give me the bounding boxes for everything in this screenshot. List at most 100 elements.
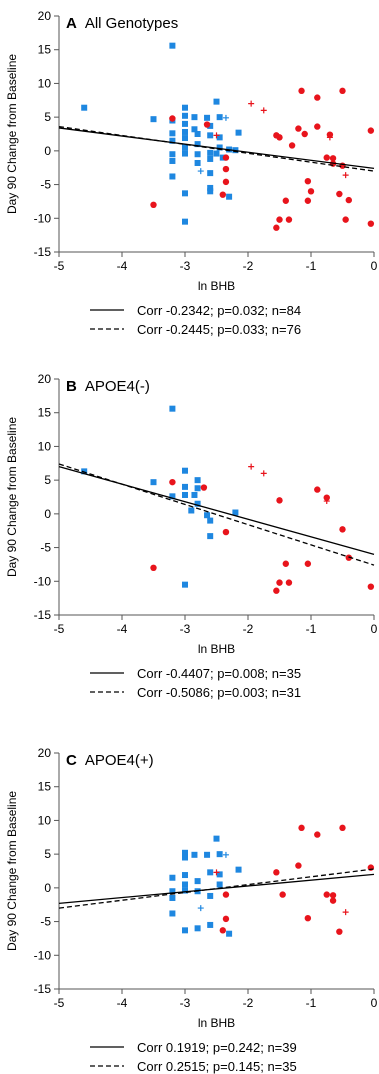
y-tick-label: -15 bbox=[34, 245, 52, 259]
panel-heading: B APOE4(-) bbox=[66, 378, 150, 395]
data-point-circle bbox=[314, 94, 321, 101]
data-point-square bbox=[182, 467, 188, 474]
data-point-plus bbox=[342, 172, 349, 179]
data-point-square bbox=[207, 155, 214, 162]
data-point-plus bbox=[342, 909, 349, 916]
data-point-square bbox=[182, 849, 188, 856]
data-point-square bbox=[204, 512, 211, 519]
data-point-plus bbox=[222, 114, 229, 121]
data-point-square bbox=[194, 141, 201, 148]
data-point-square bbox=[191, 491, 198, 498]
data-point-square bbox=[169, 151, 176, 158]
data-point-square bbox=[182, 483, 188, 490]
data-point-square bbox=[182, 218, 188, 225]
data-point-square bbox=[194, 477, 201, 484]
data-point-plus bbox=[197, 905, 204, 912]
data-point-square bbox=[182, 581, 188, 588]
y-tick-label: 0 bbox=[44, 507, 51, 521]
y-tick-label: 20 bbox=[38, 9, 52, 23]
data-point-square bbox=[207, 132, 214, 139]
data-point-circle bbox=[304, 178, 312, 185]
y-tick-label: -10 bbox=[34, 574, 52, 588]
y-tick-label: -5 bbox=[40, 915, 51, 929]
data-point-circle bbox=[307, 188, 315, 195]
data-point-square bbox=[169, 42, 176, 49]
data-point-square bbox=[169, 874, 176, 881]
data-point-square bbox=[194, 131, 201, 137]
data-point-plus bbox=[248, 463, 255, 470]
legend-label: Corr -0.4407; p=0.008; n=35 bbox=[137, 666, 301, 681]
y-tick-label: 10 bbox=[38, 439, 52, 453]
panel-title: All Genotypes bbox=[85, 15, 178, 32]
data-point-circle bbox=[339, 87, 346, 95]
x-tick-label: -1 bbox=[306, 622, 317, 636]
y-tick-label: -10 bbox=[34, 948, 52, 962]
data-point-circle bbox=[279, 891, 286, 898]
x-tick-label: -3 bbox=[180, 622, 191, 636]
data-point-square bbox=[182, 120, 188, 127]
data-point-circle bbox=[282, 560, 289, 567]
data-point-square bbox=[216, 851, 223, 858]
data-point-square bbox=[207, 149, 214, 156]
data-point-square bbox=[169, 894, 176, 901]
y-axis-title: Day 90 Change from Baseline bbox=[5, 791, 19, 951]
panel-title: APOE4(+) bbox=[85, 752, 154, 769]
data-point-square bbox=[150, 116, 157, 123]
data-point-square bbox=[235, 866, 242, 873]
data-point-square bbox=[216, 134, 223, 141]
x-axis-title: ln BHB bbox=[198, 1016, 235, 1030]
data-point-square bbox=[169, 910, 176, 917]
data-point-circle bbox=[222, 528, 230, 536]
data-point-square bbox=[216, 871, 223, 878]
x-tick-label: -4 bbox=[117, 259, 128, 273]
y-tick-label: 5 bbox=[44, 847, 51, 861]
y-tick-label: 0 bbox=[44, 881, 51, 895]
data-point-square bbox=[194, 485, 201, 492]
y-axis-title: Day 90 Change from Baseline bbox=[5, 54, 19, 214]
x-tick-label: -2 bbox=[243, 259, 254, 273]
data-point-plus bbox=[248, 100, 255, 107]
data-point-circle bbox=[273, 869, 280, 876]
data-point-square bbox=[194, 500, 201, 507]
data-point-square bbox=[182, 112, 188, 119]
data-point-square bbox=[194, 878, 201, 885]
data-point-circle bbox=[304, 197, 312, 204]
data-point-square bbox=[169, 137, 176, 144]
fit-line-dashed bbox=[58, 463, 375, 566]
data-point-plus bbox=[213, 869, 220, 876]
y-tick-label: 20 bbox=[38, 372, 52, 386]
data-point-square bbox=[204, 114, 211, 121]
data-point-circle bbox=[329, 155, 337, 162]
panel-heading: A All Genotypes bbox=[66, 15, 178, 32]
data-point-square bbox=[207, 517, 214, 524]
data-point-circle bbox=[323, 494, 330, 501]
panel-letter: B bbox=[66, 378, 77, 395]
y-tick-label: -10 bbox=[34, 211, 52, 225]
x-tick-label: -4 bbox=[117, 622, 128, 636]
data-point-circle bbox=[222, 915, 230, 923]
data-point-circle bbox=[339, 824, 346, 832]
data-point-square bbox=[182, 144, 188, 151]
data-point-square bbox=[207, 122, 214, 129]
data-point-square bbox=[207, 533, 214, 540]
data-point-square bbox=[81, 104, 88, 111]
data-point-square bbox=[182, 190, 188, 197]
data-point-square bbox=[182, 927, 188, 934]
data-point-square bbox=[194, 925, 201, 932]
y-axis-title: Day 90 Change from Baseline bbox=[5, 417, 19, 577]
data-point-circle bbox=[222, 154, 230, 161]
data-point-circle bbox=[367, 583, 375, 590]
y-tick-label: 5 bbox=[44, 473, 51, 487]
data-point-circle bbox=[273, 587, 280, 594]
data-point-square bbox=[169, 173, 176, 180]
data-point-circle bbox=[323, 891, 330, 898]
data-point-square bbox=[226, 930, 233, 937]
data-point-circle bbox=[336, 190, 343, 198]
data-point-circle bbox=[295, 862, 302, 869]
data-point-circle bbox=[301, 130, 308, 138]
fit-line-dashed bbox=[58, 125, 375, 172]
y-tick-label: 5 bbox=[44, 110, 51, 124]
data-point-plus bbox=[260, 470, 267, 477]
x-tick-label: -4 bbox=[117, 996, 128, 1010]
